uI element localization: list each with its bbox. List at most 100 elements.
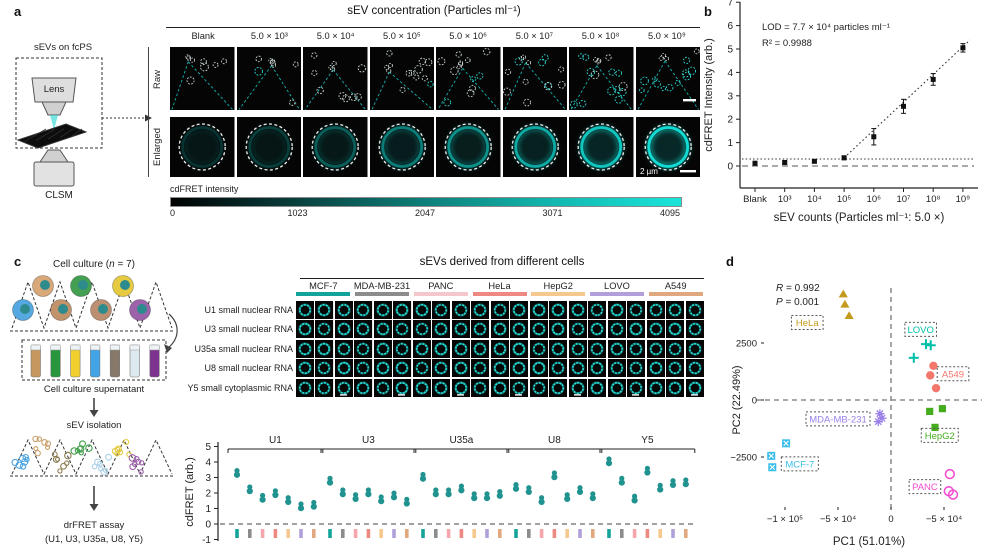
workflow-schematic-graphic [10,275,178,511]
fret-image-tile [666,320,685,339]
vesicle-ring [532,303,545,316]
tile-background [354,300,373,319]
tube-cap [70,344,81,351]
fret-image-tile [588,320,607,339]
y-tick-label: 5 [727,45,733,56]
tile-background [471,359,490,378]
fret-image-tile [627,320,646,339]
fret-image-tile [373,320,393,339]
transfer-arrow [167,313,178,349]
vesicle-circle [651,76,658,82]
vesicle-circle [316,86,324,95]
tile-background [334,300,354,319]
data-point [297,505,305,512]
vesicle-circle [311,52,318,59]
data-point [432,491,439,498]
fret-image-tile [529,378,548,397]
vesicle-ring [474,381,487,394]
cluster-label-box [805,411,871,427]
vesicle-ring [474,362,487,375]
vesicle-ring [513,342,526,355]
image-background [369,47,434,110]
cell-line-tick [539,529,544,538]
data-point [404,496,410,502]
tile-background [568,320,587,339]
tile-background [412,359,431,378]
cell-line-tick [620,529,624,538]
tile-scale-bar [456,393,464,396]
vesicle-cluster [267,57,273,63]
workflow-schematic: Cell culture (n = 7) Cell culture supern… [6,258,182,558]
fret-image-tile [451,359,470,378]
vesicle-ring [376,303,389,316]
fret-image-tile [666,378,685,397]
vesicle-ring [649,362,662,375]
vesicle-circle [586,67,596,77]
cell-line-name: HepG2 [543,281,573,291]
enlarged-image-tile [369,117,434,177]
vesicle-ring [396,381,409,394]
fret-image-tile [627,378,646,397]
cluster-label: HeLa [796,318,819,329]
vesicle-ring [338,381,350,394]
data-point [564,495,571,502]
isolated-sev [128,454,137,462]
enlarged-image-row: 2 µm [170,117,700,177]
fret-image-tile [393,320,412,339]
vesicle-interior [185,130,220,164]
fret-image-tile [607,300,626,319]
vesicle-circle [537,58,546,67]
vesicle-circle [582,53,590,61]
data-point [419,475,427,482]
isolated-sev [54,456,61,462]
fret-ring [247,126,290,168]
data-point [606,456,612,462]
vesicle-ring [415,323,428,336]
tile-background [373,300,393,319]
data-point [631,497,638,504]
lens-body [31,77,77,103]
cluster-label-box [904,321,937,337]
fret-image-tile [432,300,451,319]
clsm-schematic-graphic [15,57,152,187]
vesicle-circle [522,78,529,85]
fret-image-tile [510,378,529,397]
vesicle-ring [610,381,623,394]
data-point [930,76,936,82]
fret-image-tile [315,339,334,358]
down-arrowhead [89,410,99,417]
tile-background [685,320,704,339]
fret-image-tile [373,359,393,378]
tile-background [529,378,548,397]
data-point [260,492,266,499]
vesicle-circle [408,70,415,76]
zoom-indicator-line [504,62,526,110]
vesicle-ring [376,323,389,336]
vesicle-circle [557,66,564,73]
cluster-label: LOVO [907,325,933,336]
fret-image-tile [432,378,451,397]
column-header: 5.0 × 10⁹ [647,31,686,41]
zoom-indicator-line [664,60,699,110]
tile-background [471,339,490,358]
fret-image-tile [471,339,490,358]
fret-ring [314,126,357,168]
fret-image-tile [471,359,490,378]
sev-image-grid: sEVs derived from different cells MCF-7 M… [182,254,706,412]
objective-cone [41,101,67,116]
fret-image-tile [296,300,315,319]
isolated-sev [41,439,48,446]
tube-cap [149,344,160,351]
vesicle-ring [318,303,331,316]
data-point [752,160,758,166]
y-tick-label: 4 [727,68,733,79]
vesicle-circle [450,66,459,76]
x-tick-label: 10⁹ [956,194,971,205]
vesicle-interior [251,130,286,164]
fret-image-tile [490,359,509,378]
vesicle-circle [212,61,219,68]
cell-line-tick [671,529,675,538]
fret-ring [513,126,556,168]
zoom-indicator-line [524,62,566,110]
tile-background [412,320,431,339]
